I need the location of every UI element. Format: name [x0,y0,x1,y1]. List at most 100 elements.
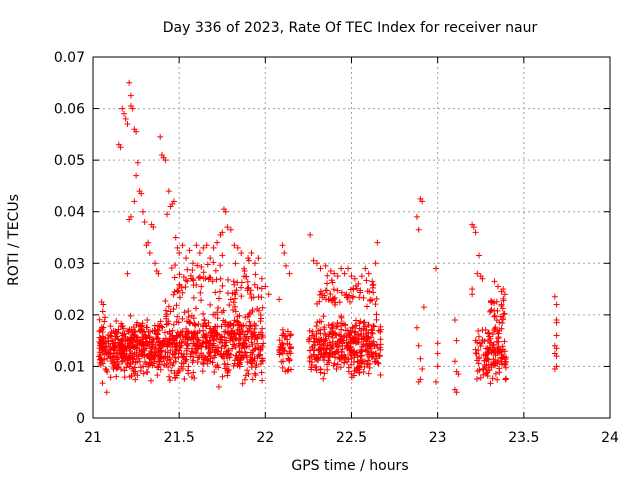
data-point [168,264,175,271]
data-point [200,269,207,276]
data-point [360,341,367,348]
data-point [223,339,230,346]
data-point [317,265,324,272]
data-point [99,308,106,315]
data-point [221,343,228,350]
data-point [223,365,230,372]
data-point [126,326,133,333]
data-point [313,323,320,330]
data-point [287,366,294,373]
data-point [475,327,482,334]
data-point [100,301,107,308]
data-point [470,224,477,231]
data-point [129,354,136,361]
data-point [350,348,357,355]
data-point [338,265,345,272]
data-point [231,281,238,288]
data-point [349,325,356,332]
data-point [186,247,193,254]
data-point [193,305,200,312]
data-point [249,341,256,348]
data-point [235,321,242,328]
data-point [210,259,217,266]
data-point [188,275,195,282]
data-point [132,368,139,375]
data-point [241,333,248,340]
data-point [479,365,486,372]
data-point [413,213,420,220]
data-point [287,332,294,339]
data-point [197,274,204,281]
data-point [209,359,216,366]
data-point [324,366,331,373]
data-point [348,273,355,280]
data-point [243,273,250,280]
data-point [360,319,367,326]
data-point [491,358,498,365]
data-point [322,332,329,339]
data-point [309,328,316,335]
data-point [118,346,125,353]
data-point [365,321,372,328]
data-point [363,277,370,284]
data-point [165,303,172,310]
data-point [364,288,371,295]
data-point [113,318,120,325]
data-point [170,291,177,298]
data-point [211,369,218,376]
data-point [145,328,152,335]
data-point [187,336,194,343]
data-point [226,301,233,308]
data-point [221,334,228,341]
data-point [224,372,231,379]
data-point [156,361,163,368]
data-point [254,340,261,347]
data-point [331,301,338,308]
y-tick-label: 0.06 [54,102,85,118]
data-point [369,340,376,347]
data-point [227,296,234,303]
data-point [472,229,479,236]
data-point [164,349,171,356]
data-point [415,226,422,233]
data-point [251,325,258,332]
data-point [176,249,183,256]
data-point [121,367,128,374]
data-point [125,327,132,334]
data-point [241,268,248,275]
data-point [365,270,372,277]
data-point [417,355,424,362]
data-point [133,172,140,179]
data-point [168,367,175,374]
data-point [283,262,290,269]
data-point [175,287,182,294]
data-point [248,339,255,346]
data-point [243,322,250,329]
data-point [259,332,266,339]
data-point [249,357,256,364]
data-point [139,341,146,348]
data-point [258,275,265,282]
data-point [353,322,360,329]
data-point [211,342,218,349]
data-point [188,345,195,352]
data-point [210,326,217,333]
data-point [284,340,291,347]
data-point [232,308,239,315]
data-point [307,231,314,238]
data-point [211,349,218,356]
data-point [337,320,344,327]
data-point [451,358,458,365]
data-point [489,375,496,382]
data-point [357,287,364,294]
data-point [184,278,191,285]
data-point [101,318,108,325]
data-point [190,369,197,376]
data-point [177,344,184,351]
data-point [183,255,190,262]
data-point [157,318,164,325]
data-point [155,358,162,365]
data-point [230,341,237,348]
data-point [150,224,157,231]
data-point [194,354,201,361]
